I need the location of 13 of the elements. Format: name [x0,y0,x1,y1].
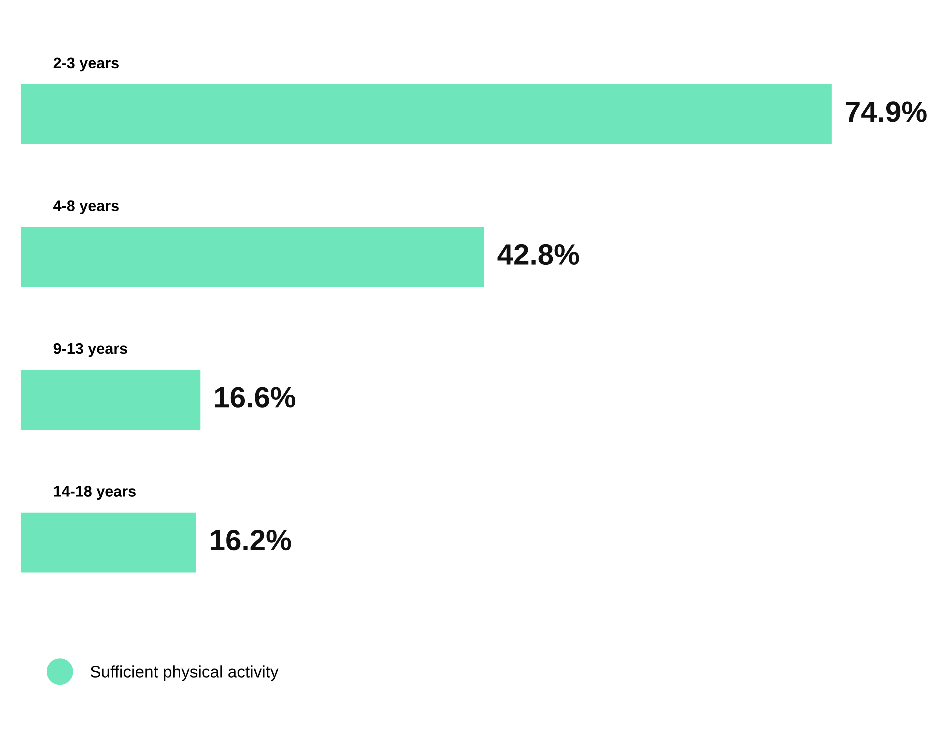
data-label: 74.9% [846,102,927,122]
bar [20,84,832,144]
legend-label: Sufficient physical activity [90,666,279,682]
bar [20,227,484,288]
y-tick-label: 14-18 years [54,486,136,500]
data-label: 16.6% [215,387,296,408]
data-label: 16.2% [211,530,292,551]
y-tick-label: 9-13 years [54,343,128,358]
y-tick-label: 4-8 years [54,200,119,214]
data-label: 42.8% [498,244,580,266]
bar [20,370,201,430]
y-tick-label: 2-3 years [54,58,119,72]
bar [20,512,196,573]
